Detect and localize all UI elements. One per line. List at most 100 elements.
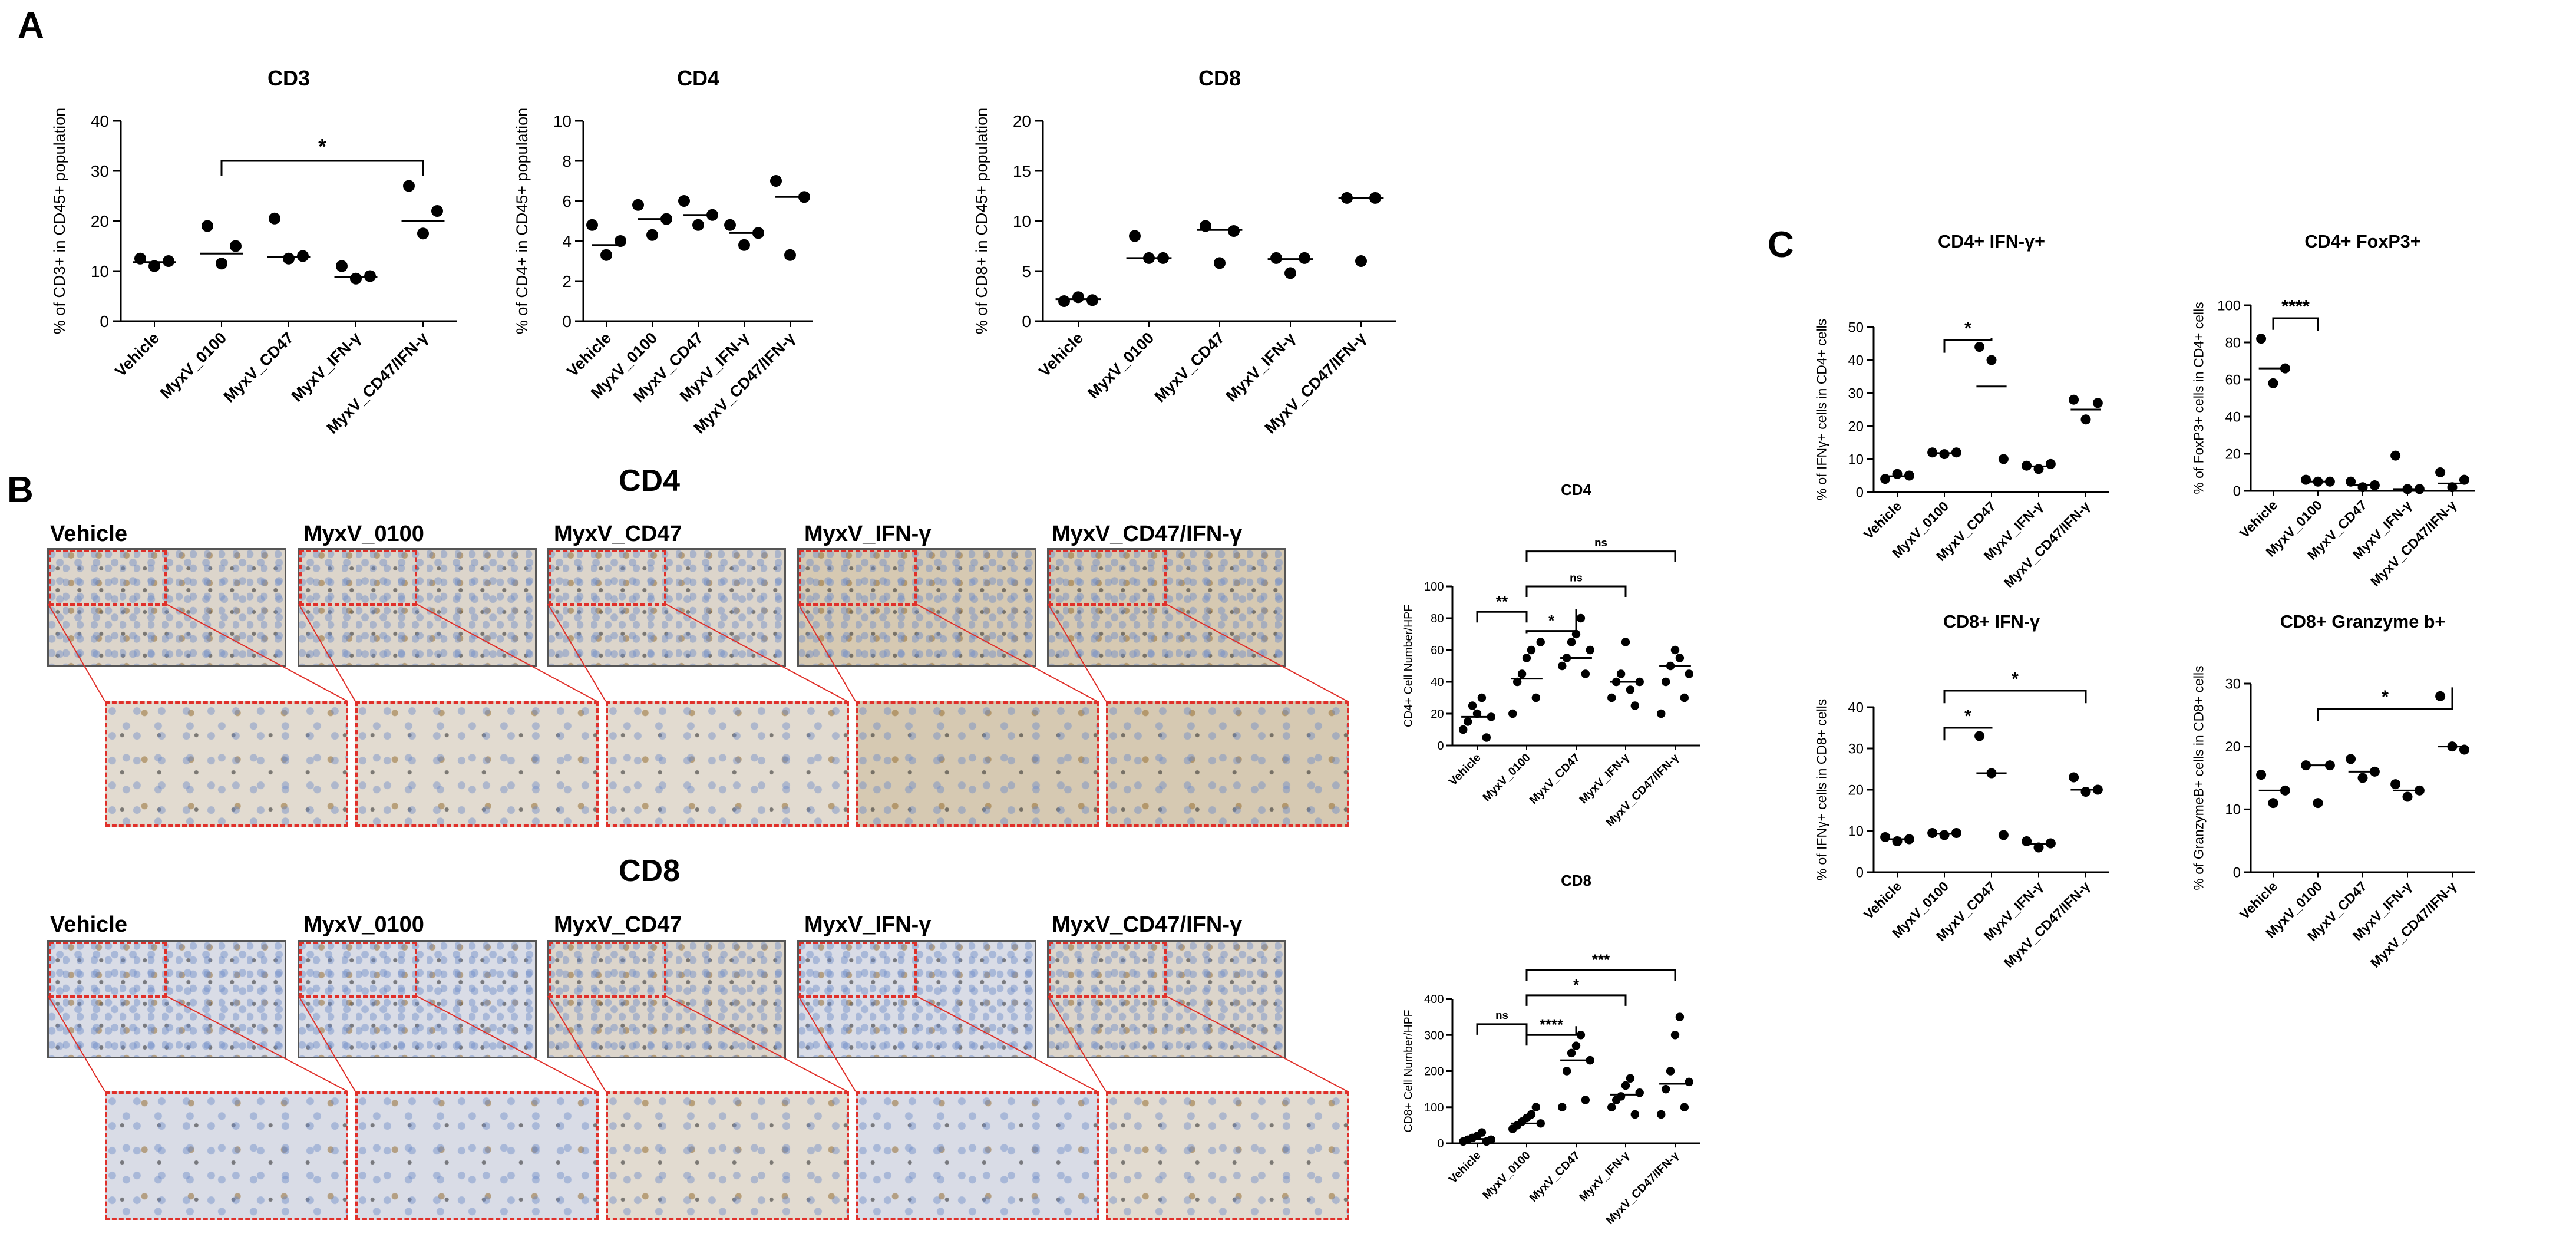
data-point — [1463, 717, 1472, 726]
data-point — [678, 195, 690, 207]
cd4-zoom-vehicle — [105, 701, 348, 827]
y-axis-label: % of CD8+ in CD45+ population — [973, 108, 990, 334]
data-point — [1626, 1074, 1635, 1083]
y-tick-label: 30 — [1848, 385, 1864, 401]
data-point — [1086, 294, 1098, 306]
cd8-group-label-combo: MyxV_CD47/IFN-γ — [1052, 912, 1243, 937]
y-tick-label: 40 — [1848, 352, 1864, 368]
y-tick-label: 10 — [2225, 802, 2241, 818]
significance-label: ns — [1570, 571, 1583, 583]
data-point — [1621, 638, 1630, 646]
zoom-region-box — [799, 942, 917, 998]
zoom-region-box — [799, 550, 917, 606]
y-tick-label: 10 — [1848, 823, 1864, 839]
data-point — [1531, 1103, 1541, 1111]
x-tick-label: MyxV_CD47/IFN-γ — [2367, 878, 2459, 970]
data-point — [1675, 654, 1685, 662]
data-point — [600, 249, 612, 261]
cd8-zoom-connector-lines — [48, 995, 1348, 1092]
data-point — [1558, 1103, 1567, 1111]
y-tick-label: 100 — [1424, 1101, 1444, 1114]
data-point — [364, 270, 376, 282]
data-point — [1571, 1041, 1581, 1050]
data-point — [2390, 779, 2401, 790]
data-point — [202, 220, 213, 232]
significance-bracket — [1476, 1023, 1528, 1035]
data-point — [2402, 791, 2413, 802]
significance-bracket — [1525, 609, 1577, 634]
data-point — [1630, 701, 1640, 710]
y-tick-label: 20 — [91, 212, 109, 230]
data-point — [1998, 454, 2009, 464]
significance-bracket — [1525, 550, 1676, 562]
data-point — [1571, 629, 1581, 639]
y-tick-label: 80 — [1431, 612, 1444, 625]
cd4-group-label-combo: MyxV_CD47/IFN-γ — [1052, 522, 1243, 546]
data-point — [283, 252, 295, 265]
significance-bracket — [2272, 317, 2319, 331]
cd8-zoom-cd47 — [606, 1091, 849, 1220]
cd8-zoom-ifng — [856, 1091, 1099, 1220]
data-point — [1939, 449, 1950, 460]
y-tick-label: 80 — [2225, 335, 2241, 351]
data-point — [1459, 725, 1468, 734]
b-cd8-histology-title: CD8 — [619, 854, 681, 888]
data-point — [1527, 1110, 1536, 1119]
y-tick-label: 60 — [2225, 372, 2241, 388]
y-tick-label: 0 — [100, 312, 109, 331]
y-tick-label: 40 — [91, 112, 109, 130]
y-tick-label: 15 — [1013, 162, 1031, 180]
data-point — [1200, 220, 1211, 232]
y-axis-label: % of CD4+ in CD45+ population — [513, 108, 531, 334]
zoom-region-box — [49, 942, 167, 998]
data-point — [1214, 257, 1226, 269]
cd8-zoom-vehicle — [105, 1091, 348, 1220]
significance-bracket — [1525, 1026, 1577, 1046]
cd4-group-label-0100: MyxV_0100 — [303, 522, 424, 546]
y-tick-label: 0 — [1856, 865, 1864, 880]
data-point — [148, 260, 160, 272]
significance-label: ns — [1594, 536, 1607, 549]
cd4-overview-cd47 — [547, 548, 786, 667]
y-tick-label: 20 — [2225, 446, 2241, 462]
cd4-zoom-combo — [1106, 701, 1349, 827]
data-point — [1621, 1081, 1630, 1090]
cd8-zoom-0100 — [355, 1091, 599, 1220]
cd4-zoom-0100 — [355, 701, 599, 827]
y-tick-label: 20 — [1013, 112, 1031, 130]
data-point — [336, 260, 348, 272]
significance-label: *** — [1592, 952, 1610, 968]
data-point — [1670, 645, 1680, 655]
panel-label-a: A — [18, 5, 44, 46]
data-point — [1355, 255, 1367, 267]
zoom-region-box — [1049, 550, 1167, 606]
data-point — [1675, 1012, 1685, 1021]
data-point — [1974, 731, 1985, 741]
data-point — [770, 175, 782, 187]
b-cd4-histology-title: CD4 — [619, 464, 681, 498]
data-point — [2435, 691, 2446, 701]
significance-label: * — [1573, 977, 1580, 994]
chart-title: CD4+ FoxP3+ — [2304, 232, 2420, 252]
data-point — [1607, 1103, 1616, 1111]
data-point — [1508, 709, 1517, 718]
data-point — [2459, 474, 2469, 485]
data-point — [230, 240, 242, 252]
data-point — [2447, 482, 2458, 493]
zoom-region-box — [549, 550, 666, 606]
data-point — [1986, 355, 1997, 365]
data-point — [1998, 830, 2009, 840]
data-point — [1939, 830, 1950, 840]
y-tick-label: 10 — [91, 262, 109, 281]
data-point — [2092, 398, 2103, 408]
y-tick-label: 0 — [1437, 1137, 1444, 1150]
zoom-region-box — [49, 550, 167, 606]
y-tick-label: 4 — [562, 232, 572, 250]
significance-bracket — [1525, 585, 1627, 597]
y-tick-label: 30 — [1848, 741, 1864, 757]
cd8-group-label-0100: MyxV_0100 — [303, 912, 424, 937]
data-point — [738, 239, 750, 251]
